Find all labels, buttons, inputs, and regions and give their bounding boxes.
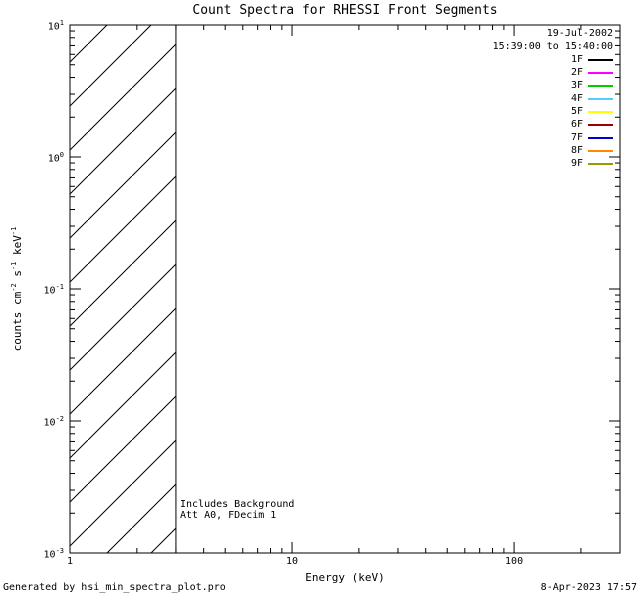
plot-timestamp: 8-Apr-2023 17:57 — [540, 582, 637, 593]
legend-color-line — [588, 58, 613, 61]
legend-color-line — [588, 149, 613, 152]
legend-entry: 5F — [493, 105, 613, 118]
legend-entry-label: 4F — [570, 93, 583, 104]
legend-color-line — [588, 84, 613, 87]
legend-entry-label: 7F — [570, 132, 583, 143]
legend-color-line — [588, 162, 613, 165]
legend: 19-Jul-2002 15:39:00 to 15:40:00 1F 2F 3F 4… — [493, 27, 613, 170]
legend-entry: 9F — [493, 157, 613, 170]
generated-by-text: Generated by hsi_min_spectra_plot.pro — [3, 582, 226, 593]
legend-entry: 7F — [493, 131, 613, 144]
legend-date: 19-Jul-2002 — [546, 28, 613, 39]
legend-color-line — [588, 136, 613, 139]
legend-entry: 8F — [493, 144, 613, 157]
legend-time-range: 15:39:00 to 15:40:00 — [492, 41, 613, 52]
legend-entry-label: 3F — [570, 80, 583, 91]
y-axis-label: counts cm-2 s-1 keV-1 — [10, 226, 24, 352]
axis-ticks — [69, 24, 621, 554]
legend-entry: 1F — [493, 53, 613, 66]
legend-entry-label: 5F — [570, 106, 583, 117]
legend-entry-label: 2F — [570, 67, 583, 78]
legend-entry: 4F — [493, 92, 613, 105]
legend-entry-label: 1F — [570, 54, 583, 65]
plot-annotations: Includes Background Att A0, FDecim 1 — [180, 499, 294, 521]
legend-entries: 1F 2F 3F 4F 5F 6F 7F 8F 9F — [493, 53, 613, 170]
chart-title: Count Spectra for RHESSI Front Segments — [192, 3, 498, 18]
legend-color-line — [588, 123, 613, 126]
annotation-attenuator: Att A0, FDecim 1 — [180, 510, 277, 521]
x-axis-label: Energy (keV) — [305, 571, 385, 584]
hatched-region — [69, 24, 177, 554]
legend-color-line — [588, 110, 613, 113]
legend-entry-label: 9F — [570, 158, 583, 169]
legend-color-line — [588, 97, 613, 100]
legend-entry-label: 8F — [570, 145, 583, 156]
legend-entry: 6F — [493, 118, 613, 131]
legend-entry: 3F — [493, 79, 613, 92]
legend-color-line — [588, 71, 613, 74]
legend-entry: 2F — [493, 66, 613, 79]
legend-entry-label: 6F — [570, 119, 583, 130]
annotation-background: Includes Background — [180, 499, 295, 510]
